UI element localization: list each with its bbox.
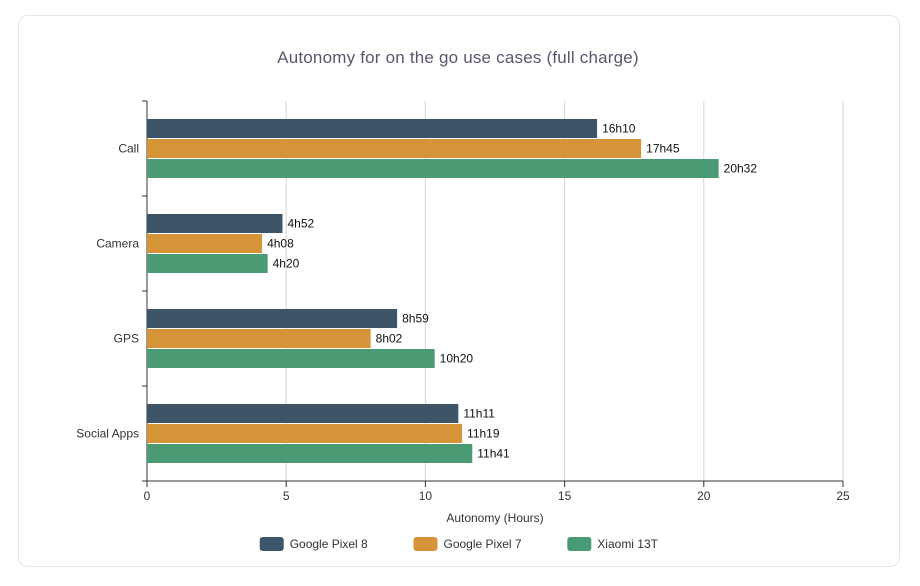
legend-item-xiaomi-13t[interactable]: Xiaomi 13T bbox=[567, 537, 659, 551]
data-label-social-apps-google-pixel-8: 11h11 bbox=[463, 407, 495, 421]
legend-label-google-pixel-7: Google Pixel 7 bbox=[444, 537, 522, 551]
x-tick-label-10: 10 bbox=[419, 489, 433, 503]
category-label-camera: Camera bbox=[96, 237, 139, 251]
x-tick-label-25: 25 bbox=[836, 489, 850, 503]
category-label-gps: GPS bbox=[114, 332, 139, 346]
bars bbox=[147, 119, 719, 463]
bar-call-google-pixel-7[interactable] bbox=[147, 139, 642, 158]
x-tick-label-20: 20 bbox=[697, 489, 711, 503]
legend-item-google-pixel-7[interactable]: Google Pixel 7 bbox=[413, 537, 522, 551]
bar-gps-google-pixel-8[interactable] bbox=[147, 309, 398, 328]
data-label-social-apps-xiaomi-13t: 11h41 bbox=[477, 447, 510, 461]
bar-call-google-pixel-8[interactable] bbox=[147, 119, 598, 138]
data-label-call-xiaomi-13t: 20h32 bbox=[724, 162, 758, 176]
category-label-call: Call bbox=[118, 142, 139, 156]
data-label-gps-google-pixel-8: 8h59 bbox=[402, 312, 429, 326]
bar-camera-google-pixel-7[interactable] bbox=[147, 234, 263, 253]
bar-social-apps-google-pixel-8[interactable] bbox=[147, 404, 459, 423]
bar-social-apps-google-pixel-7[interactable] bbox=[147, 424, 463, 443]
legend-item-google-pixel-8[interactable]: Google Pixel 8 bbox=[259, 537, 368, 551]
x-axis-title: Autonomy (Hours) bbox=[446, 511, 543, 525]
bar-camera-xiaomi-13t[interactable] bbox=[147, 254, 268, 273]
legend-swatch-xiaomi-13t bbox=[567, 537, 592, 551]
legend-label-xiaomi-13t: Xiaomi 13T bbox=[597, 537, 658, 551]
data-label-camera-xiaomi-13t: 4h20 bbox=[273, 257, 300, 271]
bar-social-apps-xiaomi-13t[interactable] bbox=[147, 444, 473, 463]
chart-title: Autonomy for on the go use cases (full c… bbox=[277, 48, 639, 67]
data-labels: 16h10 17h45 20h32 4h52 4h08 4h20 8h59 8h02 10h20… bbox=[267, 122, 757, 461]
bar-gps-google-pixel-7[interactable] bbox=[147, 329, 371, 348]
data-label-call-google-pixel-7: 17h45 bbox=[646, 142, 680, 156]
bar-gps-xiaomi-13t[interactable] bbox=[147, 349, 435, 368]
data-label-gps-google-pixel-7: 8h02 bbox=[376, 332, 403, 346]
chart-card bbox=[18, 15, 900, 567]
x-tick-label-15: 15 bbox=[558, 489, 572, 503]
legend-swatch-google-pixel-7 bbox=[413, 537, 438, 551]
legend-swatch-google-pixel-8 bbox=[259, 537, 284, 551]
data-label-social-apps-google-pixel-7: 11h19 bbox=[467, 427, 500, 441]
legend[interactable]: Google Pixel 8 Google Pixel 7 Xiaomi 13T bbox=[259, 537, 659, 551]
legend-label-google-pixel-8: Google Pixel 8 bbox=[290, 537, 368, 551]
bar-camera-google-pixel-8[interactable] bbox=[147, 214, 283, 233]
data-label-call-google-pixel-8: 16h10 bbox=[602, 122, 636, 136]
x-tick-label-0: 0 bbox=[144, 489, 151, 503]
data-label-gps-xiaomi-13t: 10h20 bbox=[440, 352, 474, 366]
category-label-social-apps: Social Apps bbox=[76, 427, 139, 441]
bar-call-xiaomi-13t[interactable] bbox=[147, 159, 719, 178]
x-tick-label-5: 5 bbox=[283, 489, 290, 503]
data-label-camera-google-pixel-7: 4h08 bbox=[267, 237, 294, 251]
data-label-camera-google-pixel-8: 4h52 bbox=[287, 217, 314, 231]
